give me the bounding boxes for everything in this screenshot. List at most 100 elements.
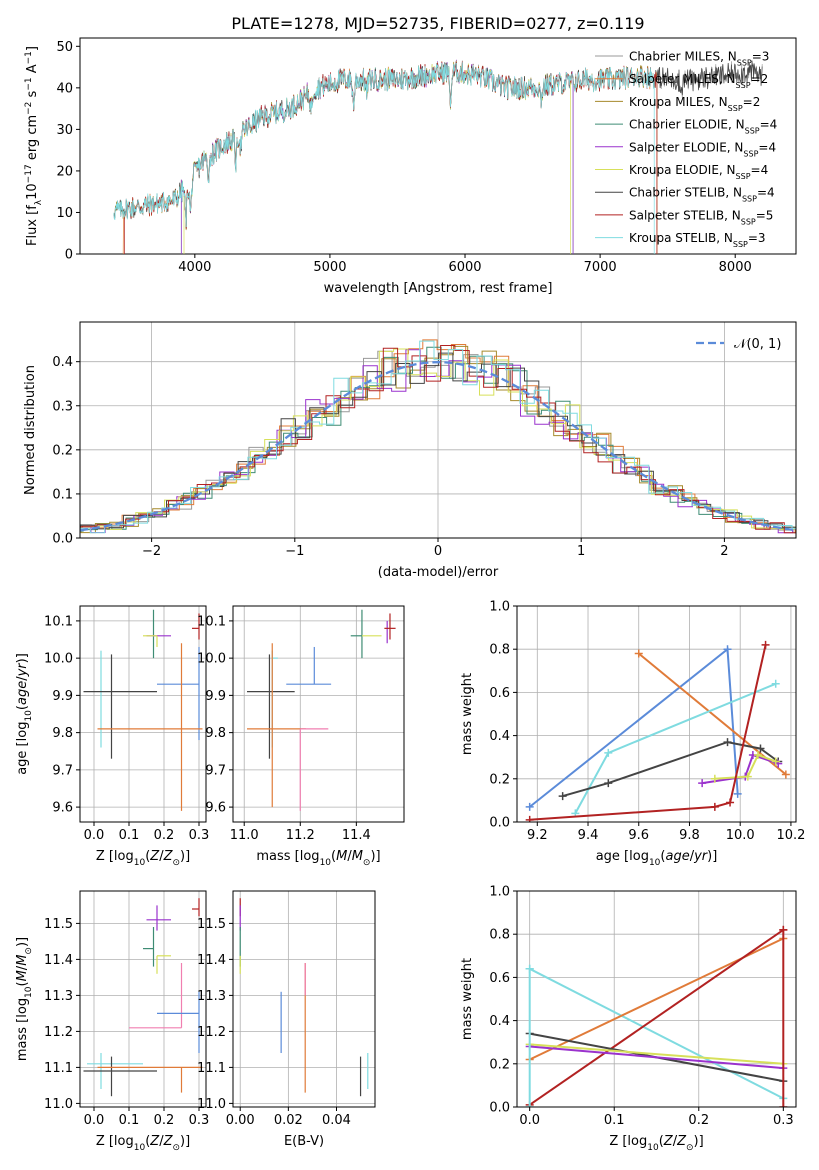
y-tick-label: 10 [56,206,73,221]
x-tick-label: 0.3 [189,828,210,843]
errorbar-point [129,963,183,1029]
spectrum-lines [113,59,763,254]
x-tick-label: 0.0 [519,1113,540,1128]
y-tick-label: 0.2 [52,443,73,458]
y-tick-label: 0.8 [489,928,510,943]
weight-line [529,967,784,1100]
x-tick-label: 0.2 [688,1113,709,1128]
errorbar-point [83,654,157,759]
x-axis-label: Z [log10(Z/Z⊙)] [609,1134,703,1153]
y-tick-label: 1.0 [489,600,510,615]
x-tick-label: 0.04 [322,1113,351,1128]
errorbar-point [286,646,332,685]
legend-label: Salpeter MILES, NSSP=2 [629,72,768,90]
x-tick-label: 11.0 [230,828,259,843]
y-tick-label: 9.9 [52,689,73,704]
spectrum-series-kroupa-stelib [113,62,655,254]
y-axis-label: mass weight [460,673,475,755]
weight-marker [604,748,613,757]
errorbar-point [350,609,363,659]
weight-marker [743,772,752,781]
y-tick-label: 0.4 [489,1014,510,1029]
weight-marker [525,802,534,811]
legend-entry: Kroupa MILES, NSSP=2 [595,95,760,112]
weight-marker [710,802,719,811]
x-tick-label: 0.1 [604,1113,625,1128]
x-tick-label: −2 [142,544,161,559]
legend-entry: Kroupa ELODIE, NSSP=4 [595,163,768,181]
errorbar-point [192,613,200,640]
weight-marker [771,757,780,766]
y-tick-label: 9.8 [205,726,226,741]
y-tick-label: 0.3 [52,399,73,414]
y-tick-label: 11.2 [44,1025,73,1040]
errorbar-point [83,1056,157,1097]
legend-label: Chabrier STELIB, NSSP=4 [629,186,775,204]
weight-marker [781,770,790,779]
x-axis-label: E(B-V) [284,1134,324,1149]
x-tick-label: 10.2 [776,828,805,843]
errorbar-point [143,927,155,967]
legend-entry: Salpeter ELODIE, NSSP=4 [595,140,776,158]
legend-label: Chabrier ELODIE, NSSP=4 [629,118,777,136]
panel-massweight_vs_Z: 0.0 0.1 0.2 0.3 0.0 0.2 0.4 0.6 0.8 1.0 Z [log10(Z… [460,885,797,1153]
panel-age_vs_mass: 11.0 11.2 11.4 9.6 9.7 9.8 9.9 10.0 10.1 mass [lo… [197,605,405,868]
figure-title: PLATE=1278, MJD=52735, FIBERID=0277, z=0… [231,14,644,33]
y-tick-label: 0.0 [52,532,73,547]
y-tick-label: 30 [56,123,73,138]
errorbar-point [143,635,158,647]
histogram-chabrier-stelib [80,352,796,530]
x-tick-label: 9.4 [578,828,599,843]
legend-label: Chabrier MILES, NSSP=3 [629,50,769,68]
y-tick-label: 0.2 [489,772,510,787]
legend-entry: Chabrier STELIB, NSSP=4 [595,186,775,204]
errorbar-point [384,613,396,640]
x-tick-label: 0.2 [154,1113,175,1128]
errorbar-point [146,905,171,931]
y-axis-label: age [log10(age/yr)] [15,653,34,775]
weight-line [529,1043,784,1065]
legend-entry: Salpeter MILES, NSSP=2 [595,72,768,90]
y-tick-label: 11.3 [197,989,226,1004]
legend-entry: Kroupa STELIB, NSSP=3 [595,231,766,249]
weight-marker [698,779,707,788]
errorbars [247,609,396,811]
errorbars [83,898,203,1097]
x-tick-label: 1 [577,544,585,559]
y-tick-label: 11.4 [44,953,73,968]
x-tick-label: 5000 [313,260,346,275]
x-tick-label: 0.02 [274,1113,303,1128]
weight-marker [779,925,788,934]
y-tick-label: 0.0 [489,1101,510,1116]
x-tick-label: 10.0 [726,828,755,843]
y-tick-label: 9.8 [52,726,73,741]
x-tick-label: 2 [720,544,728,559]
x-axis-label: Z [log10(Z/Z⊙)] [96,849,190,868]
histogram-kroupa-elodie [80,348,796,530]
x-axis-label: wavelength [Angstrom, rest frame] [324,281,553,296]
legend-entry: Chabrier MILES, NSSP=3 [595,50,769,68]
y-tick-label: 10.1 [44,614,73,629]
y-tick-label: 10.0 [197,652,226,667]
x-tick-label: 4000 [178,260,211,275]
weight-marker [726,798,735,807]
axes-frame [79,605,207,823]
y-tick-label: 0.2 [489,1057,510,1072]
y-tick-label: 11.1 [44,1061,73,1076]
y-tick-label: 0 [65,248,73,263]
errorbars [83,609,203,811]
x-tick-label: 0.0 [84,828,105,843]
weight-line [702,753,779,785]
weight-marker [558,792,567,801]
y-tick-label: 9.7 [52,763,73,778]
y-tick-label: 10.0 [44,652,73,667]
weight-line [562,741,779,798]
legend-label: Kroupa STELIB, NSSP=3 [629,231,766,249]
x-axis-label: Z [log10(Z/Z⊙)] [96,1134,190,1153]
weight-marker [733,789,742,798]
weight-marker [723,645,732,654]
weight-lines [525,640,790,822]
weight-line [714,753,777,780]
x-tick-label: 0.1 [119,828,140,843]
